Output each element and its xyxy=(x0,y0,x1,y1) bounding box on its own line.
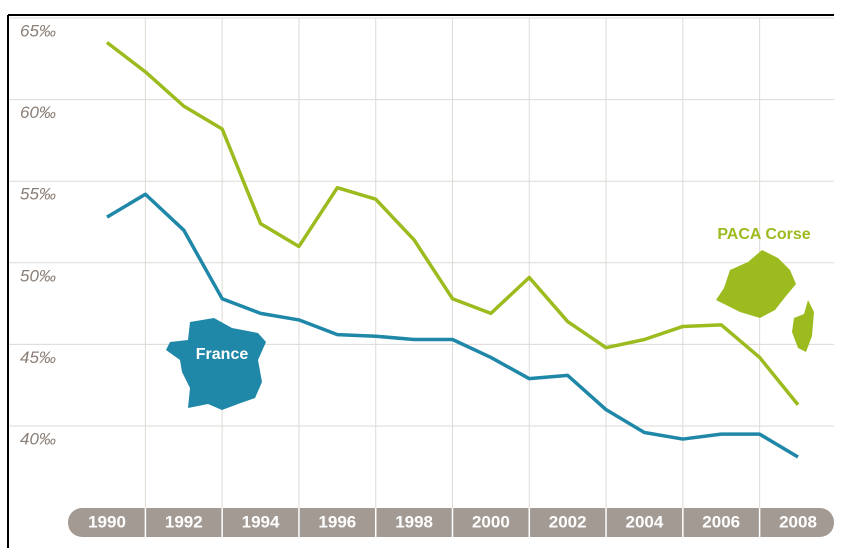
france-map xyxy=(166,318,266,410)
x-tick-label: 2000 xyxy=(472,512,510,531)
corse-map xyxy=(792,300,814,352)
y-tick-label: 50‰ xyxy=(20,266,56,285)
paca-map xyxy=(716,250,796,318)
x-tick-label: 2008 xyxy=(779,512,817,531)
y-tick-label: 40‰ xyxy=(20,429,56,448)
series-label: PACA Corse xyxy=(717,226,810,243)
series-line xyxy=(106,192,799,459)
x-tick-label: 1994 xyxy=(242,512,280,531)
x-tick-label: 2002 xyxy=(549,512,587,531)
x-tick-label: 1996 xyxy=(318,512,356,531)
x-tick-label: 2004 xyxy=(626,512,664,531)
x-tick-label: 1998 xyxy=(395,512,433,531)
series-label: France xyxy=(196,346,249,363)
y-tick-label: 65‰ xyxy=(20,21,56,40)
series-line xyxy=(105,41,800,406)
y-tick-label: 45‰ xyxy=(20,348,56,367)
x-axis-band xyxy=(68,508,834,537)
x-tick-label: 2006 xyxy=(702,512,740,531)
y-tick-label: 60‰ xyxy=(20,103,56,122)
x-tick-label: 1992 xyxy=(165,512,203,531)
x-tick-label: 1990 xyxy=(88,512,126,531)
y-tick-label: 55‰ xyxy=(20,185,56,204)
